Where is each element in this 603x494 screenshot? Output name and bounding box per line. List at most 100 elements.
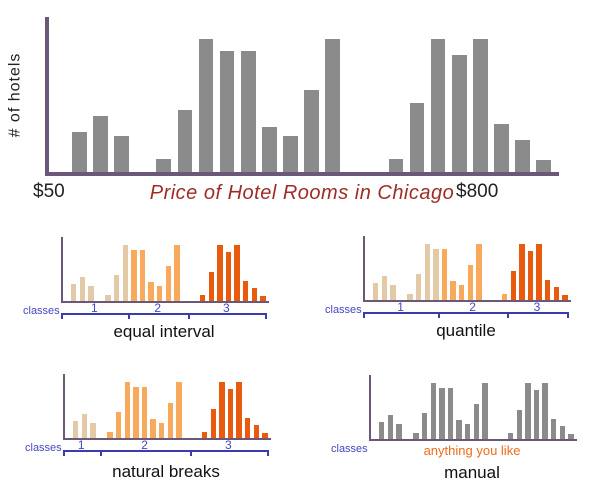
class-boundary-tick <box>567 312 569 318</box>
classes-label: classes <box>325 304 362 316</box>
class-number-label: 1 <box>397 300 404 314</box>
histogram-bar <box>396 423 402 439</box>
histogram-bar <box>516 409 522 439</box>
histogram-bar <box>174 245 180 301</box>
histogram-bar <box>551 418 557 439</box>
histogram-bar <box>533 389 540 439</box>
histogram-bar <box>502 294 508 300</box>
histogram-bar <box>373 283 379 300</box>
histogram-bar <box>219 50 235 172</box>
histogram-bar <box>559 425 565 439</box>
histogram-bar <box>198 39 214 172</box>
class-number-label: 2 <box>141 438 148 452</box>
histogram-bar <box>240 50 256 172</box>
histogram-bar <box>210 408 216 438</box>
histogram-bar <box>519 244 525 300</box>
histogram-bar <box>430 383 436 439</box>
histogram-bar <box>141 387 148 438</box>
classes-label: classes <box>331 443 368 455</box>
histogram-bar <box>545 279 551 300</box>
class-number-label: 1 <box>90 301 98 315</box>
class-boundary-tick <box>507 312 509 318</box>
histogram-bar <box>473 404 479 439</box>
histogram-bar <box>283 136 298 172</box>
main-y-axis-label: # of hotels <box>6 52 24 137</box>
histogram-bar <box>176 382 182 438</box>
class-boundary-tick <box>267 450 269 456</box>
histogram-bar <box>107 432 113 438</box>
histogram-bar <box>200 295 206 301</box>
class-number-label: 3 <box>533 300 541 314</box>
class-boundary-tick <box>189 450 192 456</box>
manual-plot <box>369 375 577 441</box>
natural-breaks-bracket-row: classes 1 2 3 <box>23 438 269 456</box>
histogram-bar <box>243 280 249 301</box>
histogram-bar <box>114 136 129 172</box>
histogram-bar <box>202 432 208 438</box>
panel-manual: classes anything you like manual <box>329 375 577 483</box>
class-number-label: 3 <box>223 301 230 315</box>
histogram-bar <box>525 383 531 439</box>
equal-interval-plot <box>61 237 269 303</box>
class-number-label: 2 <box>154 301 162 315</box>
histogram-bar <box>177 109 193 172</box>
histogram-bar <box>465 423 471 439</box>
histogram-bar <box>482 383 488 439</box>
panel-title-quantile: quantile <box>436 321 496 340</box>
histogram-bar <box>105 295 111 301</box>
manual-annotation: anything you like <box>423 443 521 458</box>
histogram-bar <box>439 388 445 439</box>
histogram-bar <box>424 244 430 300</box>
histogram-bar <box>536 160 551 172</box>
histogram-bar <box>527 250 534 300</box>
histogram-bar <box>157 285 163 301</box>
histogram-bar <box>430 39 446 172</box>
equal-interval-bracket-row: classes 1 2 3 <box>21 301 267 319</box>
class-number-label: 1 <box>77 438 85 452</box>
histogram-bar <box>124 382 130 438</box>
histogram-bar <box>304 89 319 172</box>
panel-quantile: classes 1 2 3 quantile <box>323 236 571 341</box>
classes-bracket-line <box>61 313 265 315</box>
histogram-bar <box>116 411 122 438</box>
histogram-bar <box>219 382 225 438</box>
class-boundary-tick <box>127 313 130 319</box>
histogram-bar <box>227 388 234 438</box>
histogram-bar <box>325 39 340 172</box>
natural-breaks-plot <box>63 374 271 440</box>
histogram-bar <box>234 245 240 301</box>
histogram-bar <box>413 433 419 439</box>
histogram-bar <box>262 432 268 438</box>
panel-equal-interval: classes 1 2 3 equal interval <box>21 237 269 342</box>
histogram-bar <box>133 387 139 438</box>
class-boundary-tick <box>99 450 102 456</box>
histogram-bar <box>260 295 266 301</box>
histogram-bar <box>165 266 171 301</box>
histogram-bar <box>79 277 85 301</box>
histogram-bar <box>536 244 542 300</box>
histogram-bar <box>114 274 120 301</box>
histogram-bar <box>476 244 482 300</box>
class-boundary-tick <box>61 313 63 319</box>
histogram-bar <box>71 284 77 301</box>
histogram-bar <box>515 140 530 172</box>
histogram-bar <box>542 383 548 439</box>
main-histogram-plot <box>45 17 559 176</box>
histogram-bar <box>245 417 251 438</box>
histogram-bar <box>459 284 465 300</box>
class-number-label: 2 <box>469 300 476 314</box>
histogram-bar <box>433 249 439 300</box>
histogram-bar <box>553 286 559 300</box>
class-number-label: 3 <box>225 438 232 452</box>
histogram-bar <box>441 249 448 300</box>
histogram-bar <box>510 270 516 300</box>
classes-bracket-line <box>63 450 267 452</box>
histogram-bar <box>93 116 108 172</box>
histogram-bar <box>261 126 277 172</box>
x-axis-min-label: $50 <box>33 181 65 202</box>
panel-title-natural-breaks: natural breaks <box>112 462 220 481</box>
histogram-bar <box>73 421 79 438</box>
histogram-bar <box>253 424 259 438</box>
histogram-bar <box>447 388 454 439</box>
